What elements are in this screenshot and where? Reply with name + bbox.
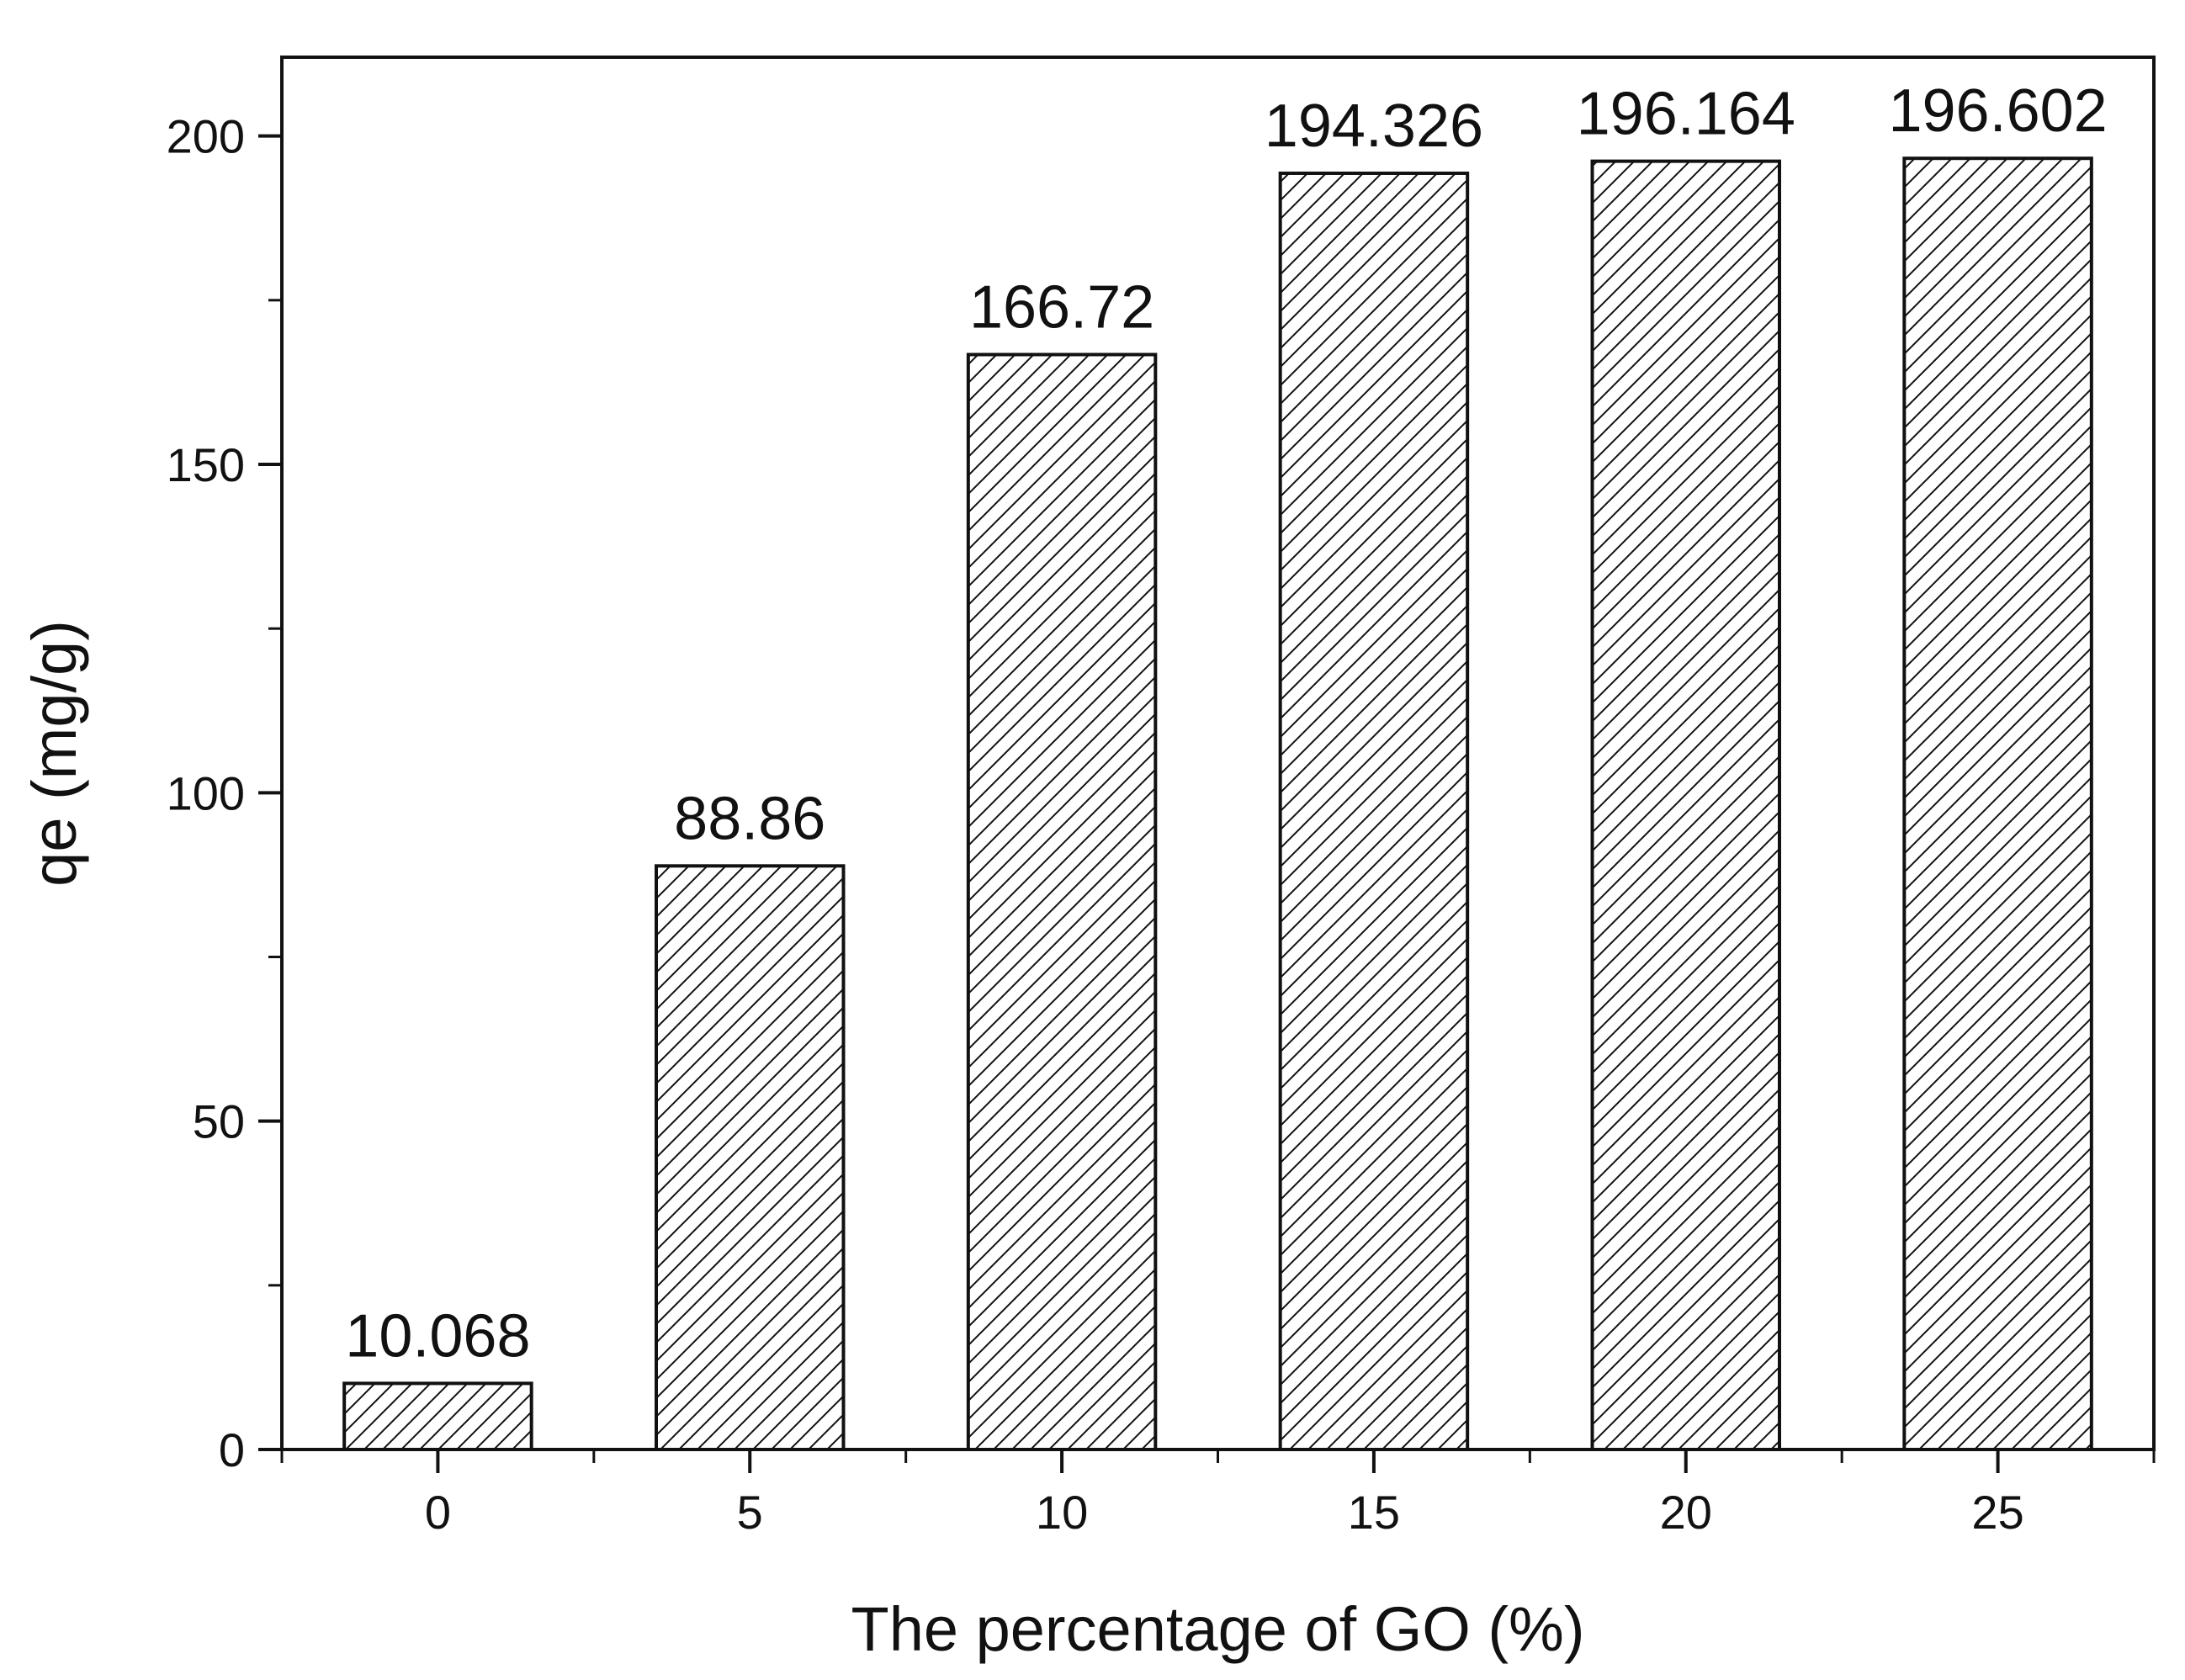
data-labels-layer: 10.068 88.86 166.72 194.326 196.164 196.602	[345, 77, 2107, 1370]
x-axis-title: The percentage of GO (%)	[851, 1594, 1585, 1664]
data-label-15: 194.326	[1265, 93, 1483, 160]
x-tick-label-0: 0	[425, 1486, 451, 1539]
y-axis-title: qe (mg/g)	[19, 620, 89, 887]
data-label-20: 196.164	[1577, 81, 1795, 148]
plot-frame	[280, 56, 2156, 1451]
y-tick-label-100: 100	[167, 766, 245, 819]
bars-layer	[342, 156, 2093, 1452]
x-tick-label-10: 10	[1036, 1486, 1088, 1539]
data-label-25: 196.602	[1888, 77, 2107, 145]
x-tick-label-5: 5	[737, 1486, 763, 1539]
x-axis: 0 5 10 15 20 25	[280, 1449, 2156, 1539]
bar-15	[1278, 171, 1470, 1452]
data-label-0: 10.068	[345, 1302, 530, 1370]
bar-5	[655, 864, 846, 1451]
x-tick-label-15: 15	[1348, 1486, 1400, 1539]
y-tick-label-0: 0	[219, 1423, 245, 1476]
bar-25	[1902, 156, 2093, 1452]
data-label-10: 166.72	[969, 273, 1154, 341]
x-tick-label-20: 20	[1660, 1486, 1712, 1539]
y-tick-label-150: 150	[167, 438, 245, 491]
bar-20	[1590, 159, 1781, 1452]
x-tick-label-25: 25	[1971, 1486, 2023, 1539]
y-tick-label-50: 50	[193, 1095, 245, 1148]
data-label-5: 88.86	[674, 785, 825, 852]
y-tick-label-200: 200	[167, 110, 245, 163]
bar-10	[966, 352, 1158, 1451]
bar-0	[342, 1381, 533, 1451]
y-axis: 0 50 100 150 200	[167, 110, 282, 1476]
